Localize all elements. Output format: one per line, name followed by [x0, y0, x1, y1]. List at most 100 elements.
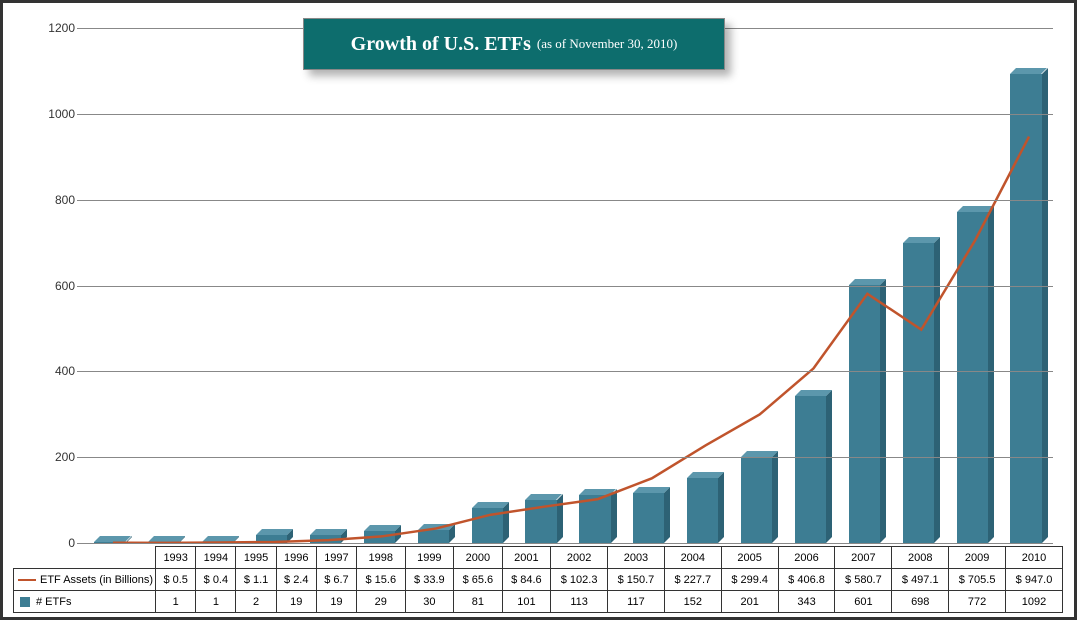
y-tick-mark — [77, 371, 83, 372]
bar-side — [664, 487, 670, 543]
asset-cell: $ 84.6 — [502, 569, 551, 591]
year-cell: 1998 — [357, 547, 406, 569]
bar — [472, 508, 503, 543]
bar-side — [718, 472, 724, 543]
bar-side — [611, 489, 617, 543]
count-cell: 117 — [608, 591, 665, 613]
legend-counts-label: # ETFs — [36, 596, 71, 608]
y-tick-label: 1000 — [48, 107, 75, 121]
bar — [364, 531, 395, 543]
legend-spacer — [14, 547, 156, 569]
y-tick-label: 600 — [55, 279, 75, 293]
gridline — [83, 543, 1053, 544]
bar — [957, 212, 988, 543]
year-cell: 2002 — [551, 547, 608, 569]
year-cell: 2004 — [664, 547, 721, 569]
count-cell: 343 — [778, 591, 835, 613]
legend-counts: # ETFs — [14, 591, 156, 613]
y-tick-label: 200 — [55, 450, 75, 464]
bar — [633, 493, 664, 543]
year-cell: 1994 — [196, 547, 236, 569]
y-tick-mark — [77, 28, 83, 29]
chart-frame: Growth of U.S. ETFs (as of November 30, … — [0, 0, 1077, 620]
bar — [903, 243, 934, 543]
count-cell: 1092 — [1006, 591, 1063, 613]
count-cell: 29 — [357, 591, 406, 613]
gridline — [83, 457, 1053, 458]
bar — [256, 535, 287, 543]
bar-side — [934, 237, 940, 543]
bar — [579, 495, 610, 543]
count-cell: 1 — [196, 591, 236, 613]
year-cell: 1993 — [156, 547, 196, 569]
asset-cell: $ 227.7 — [664, 569, 721, 591]
table-row-assets: ETF Assets (in Billions)$ 0.5$ 0.4$ 1.1 $… — [14, 569, 1063, 591]
bar-face — [310, 535, 341, 543]
bar-side — [880, 279, 886, 543]
count-cell: 101 — [502, 591, 551, 613]
bar-face — [418, 530, 449, 543]
bar — [741, 457, 772, 543]
count-cell: 772 — [949, 591, 1006, 613]
bar-face — [795, 396, 826, 543]
y-tick-mark — [77, 286, 83, 287]
bar — [1010, 74, 1041, 543]
bar-face — [1010, 74, 1041, 543]
y-tick-mark — [77, 543, 83, 544]
legend-assets-label: ETF Assets (in Billions) — [40, 574, 153, 586]
year-cell: 2005 — [721, 547, 778, 569]
asset-cell: $ 1.1 — [236, 569, 276, 591]
bar-face — [472, 508, 503, 543]
bar-side — [988, 206, 994, 543]
plot-area: 020040060080010001200 — [83, 28, 1053, 543]
gridline — [83, 114, 1053, 115]
gridline — [83, 286, 1053, 287]
count-cell: 2 — [236, 591, 276, 613]
bar-side — [826, 390, 832, 543]
bar-face — [849, 285, 880, 543]
bar — [525, 500, 556, 543]
year-cell: 2008 — [892, 547, 949, 569]
asset-cell: $ 150.7 — [608, 569, 665, 591]
bar — [418, 530, 449, 543]
count-cell: 113 — [551, 591, 608, 613]
asset-cell: $ 705.5 — [949, 569, 1006, 591]
asset-cell: $ 102.3 — [551, 569, 608, 591]
chart-title-box: Growth of U.S. ETFs (as of November 30, … — [303, 18, 725, 70]
count-cell: 19 — [316, 591, 356, 613]
bar-face — [364, 531, 395, 543]
year-cell: 2006 — [778, 547, 835, 569]
asset-cell: $ 0.4 — [196, 569, 236, 591]
year-cell: 1995 — [236, 547, 276, 569]
data-table: 1993199419951996199719981999200020012002… — [13, 546, 1063, 613]
asset-cell: $ 580.7 — [835, 569, 892, 591]
bar-side — [557, 494, 563, 543]
year-cell: 2000 — [454, 547, 503, 569]
bar-face — [633, 493, 664, 543]
count-cell: 81 — [454, 591, 503, 613]
year-cell: 2007 — [835, 547, 892, 569]
bar-face — [687, 478, 718, 543]
year-cell: 1996 — [276, 547, 316, 569]
year-cell: 2009 — [949, 547, 1006, 569]
asset-cell: $ 947.0 — [1006, 569, 1063, 591]
count-cell: 152 — [664, 591, 721, 613]
table-row-counts: # ETFs1121919293081101113117152201343601… — [14, 591, 1063, 613]
count-cell: 601 — [835, 591, 892, 613]
gridline — [83, 371, 1053, 372]
bar-face — [957, 212, 988, 543]
bar — [849, 285, 880, 543]
asset-cell: $ 15.6 — [357, 569, 406, 591]
asset-cell: $ 0.5 — [156, 569, 196, 591]
chart-title-sub: (as of November 30, 2010) — [537, 36, 677, 52]
year-cell: 2001 — [502, 547, 551, 569]
y-tick-mark — [77, 114, 83, 115]
gridline — [83, 200, 1053, 201]
year-cell: 1999 — [405, 547, 454, 569]
legend-assets: ETF Assets (in Billions) — [14, 569, 156, 591]
asset-cell: $ 33.9 — [405, 569, 454, 591]
bar-side — [1042, 68, 1048, 543]
count-cell: 19 — [276, 591, 316, 613]
asset-cell: $ 497.1 — [892, 569, 949, 591]
asset-cell: $ 299.4 — [721, 569, 778, 591]
